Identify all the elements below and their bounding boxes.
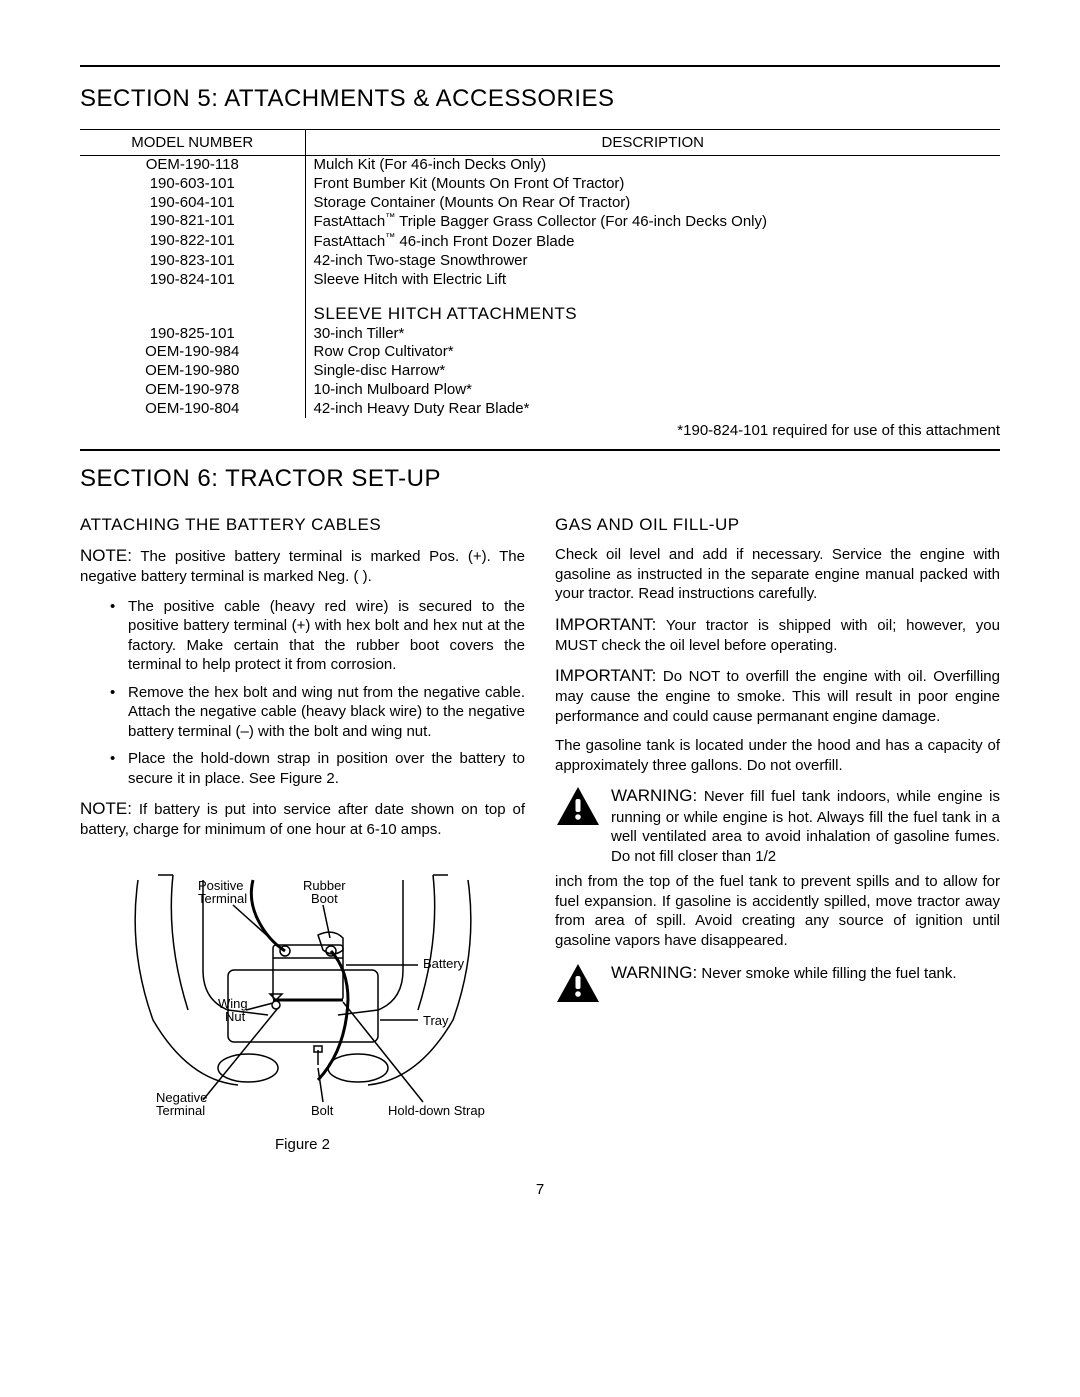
warning-lead: WARNING: <box>611 786 697 805</box>
battery-bullets: The positive cable (heavy red wire) is s… <box>80 597 525 789</box>
note-text: The positive battery terminal is marked … <box>80 548 525 585</box>
cell-desc: Row Crop Cultivator* <box>305 343 1000 362</box>
table-row: 190-821-101FastAttach™ Triple Bagger Gra… <box>80 212 1000 232</box>
cell-desc: FastAttach™ Triple Bagger Grass Collecto… <box>305 212 1000 232</box>
cell-model: OEM-190-804 <box>80 400 305 419</box>
list-item: The positive cable (heavy red wire) is s… <box>128 597 525 675</box>
cell-model: 190-823-101 <box>80 252 305 271</box>
warning-2: WARNING: Never smoke while filling the f… <box>555 962 1000 1004</box>
table-row: 190-824-101Sleeve Hitch with Electric Li… <box>80 271 1000 290</box>
left-column: ATTACHING THE BATTERY CABLES NOTE: The p… <box>80 509 525 1153</box>
important-lead: IMPORTANT: <box>555 615 656 634</box>
battery-note1: NOTE: The positive battery terminal is m… <box>80 545 525 587</box>
cell-desc: Storage Container (Mounts On Rear Of Tra… <box>305 194 1000 213</box>
warning-2-text: WARNING: Never smoke while filling the f… <box>611 962 957 984</box>
cell-model: OEM-190-984 <box>80 343 305 362</box>
gasoil-heading: GAS AND OIL FILL-UP <box>555 515 1000 535</box>
warning-1-cont: inch from the top of the fuel tank to pr… <box>555 872 1000 950</box>
gasoil-p2: The gasoline tank is located under the h… <box>555 736 1000 775</box>
important-1: IMPORTANT: Your tractor is shipped with … <box>555 614 1000 656</box>
warning-icon <box>555 962 601 1004</box>
cell-desc: 30-inch Tiller* <box>305 325 1000 344</box>
cell-desc: Mulch Kit (For 46-inch Decks Only) <box>305 156 1000 175</box>
svg-text:Boot: Boot <box>311 891 338 906</box>
cell-model: 190-824-101 <box>80 271 305 290</box>
battery-heading: ATTACHING THE BATTERY CABLES <box>80 515 525 535</box>
table-row: 190-603-101Front Bumber Kit (Mounts On F… <box>80 175 1000 194</box>
cell-model: OEM-190-118 <box>80 156 305 175</box>
col-header-model: MODEL NUMBER <box>80 130 305 156</box>
svg-text:Tray: Tray <box>423 1013 449 1028</box>
attachments-footnote: *190-824-101 required for use of this at… <box>80 422 1000 439</box>
important-lead: IMPORTANT: <box>555 666 656 685</box>
note-text: If battery is put into service after dat… <box>80 801 525 838</box>
svg-text:Terminal: Terminal <box>156 1103 205 1118</box>
gasoil-p1: Check oil level and add if necessary. Se… <box>555 545 1000 604</box>
cell-desc: 42-inch Heavy Duty Rear Blade* <box>305 400 1000 419</box>
cell-model: 190-825-101 <box>80 325 305 344</box>
warning-1-text: WARNING: Never fill fuel tank indoors, w… <box>611 785 1000 866</box>
warning-1: WARNING: Never fill fuel tank indoors, w… <box>555 785 1000 866</box>
mid-rule <box>80 449 1000 451</box>
cell-model: 190-821-101 <box>80 212 305 232</box>
table-row: 190-604-101Storage Container (Mounts On … <box>80 194 1000 213</box>
attachments-table: MODEL NUMBER DESCRIPTION OEM-190-118Mulc… <box>80 129 1000 418</box>
battery-diagram-svg: Positive Terminal Rubber Boot Battery Wi… <box>118 850 488 1130</box>
table-row: OEM-190-118Mulch Kit (For 46-inch Decks … <box>80 156 1000 175</box>
cell-desc: FastAttach™ 46-inch Front Dozer Blade <box>305 232 1000 252</box>
two-column-layout: ATTACHING THE BATTERY CABLES NOTE: The p… <box>80 509 1000 1153</box>
cell-desc: 42-inch Two-stage Snowthrower <box>305 252 1000 271</box>
table-row: OEM-190-980Single-disc Harrow* <box>80 362 1000 381</box>
table-row: OEM-190-97810-inch Mulboard Plow* <box>80 381 1000 400</box>
warning-icon <box>555 785 601 827</box>
svg-text:Bolt: Bolt <box>311 1103 334 1118</box>
right-column: GAS AND OIL FILL-UP Check oil level and … <box>555 509 1000 1153</box>
top-rule <box>80 65 1000 67</box>
col-header-desc: DESCRIPTION <box>305 130 1000 156</box>
table-row: 190-823-10142-inch Two-stage Snowthrower <box>80 252 1000 271</box>
cell-model: 190-822-101 <box>80 232 305 252</box>
table-subhead: SLEEVE HITCH ATTACHMENTS <box>80 303 1000 324</box>
table-row: OEM-190-80442-inch Heavy Duty Rear Blade… <box>80 400 1000 419</box>
page-number: 7 <box>80 1181 1000 1198</box>
table-row: OEM-190-984Row Crop Cultivator* <box>80 343 1000 362</box>
warning-lead: WARNING: <box>611 963 697 982</box>
figure-2: Positive Terminal Rubber Boot Battery Wi… <box>80 850 525 1153</box>
warning-text: Never smoke while filling the fuel tank. <box>697 965 956 982</box>
table-row: 190-825-10130-inch Tiller* <box>80 325 1000 344</box>
cell-model: 190-604-101 <box>80 194 305 213</box>
cell-model: OEM-190-978 <box>80 381 305 400</box>
svg-text:Nut: Nut <box>225 1009 246 1024</box>
note-lead: NOTE: <box>80 799 132 818</box>
list-item: Place the hold-down strap in position ov… <box>128 749 525 788</box>
figure-caption: Figure 2 <box>80 1136 525 1153</box>
cell-desc: Single-disc Harrow* <box>305 362 1000 381</box>
svg-text:Terminal: Terminal <box>198 891 247 906</box>
svg-text:Hold-down Strap: Hold-down Strap <box>388 1103 485 1118</box>
table-row: 190-822-101FastAttach™ 46-inch Front Doz… <box>80 232 1000 252</box>
important-2: IMPORTANT: Do NOT to overfill the engine… <box>555 665 1000 726</box>
cell-desc: 10-inch Mulboard Plow* <box>305 381 1000 400</box>
svg-text:Battery: Battery <box>423 956 465 971</box>
note-lead: NOTE: <box>80 546 132 565</box>
section5-title: SECTION 5: ATTACHMENTS & ACCESSORIES <box>80 85 1000 113</box>
battery-note2: NOTE: If battery is put into service aft… <box>80 798 525 840</box>
cell-desc: Sleeve Hitch with Electric Lift <box>305 271 1000 290</box>
cell-model: 190-603-101 <box>80 175 305 194</box>
cell-model: OEM-190-980 <box>80 362 305 381</box>
section6-title: SECTION 6: TRACTOR SET-UP <box>80 465 1000 493</box>
list-item: Remove the hex bolt and wing nut from th… <box>128 683 525 742</box>
cell-desc: Front Bumber Kit (Mounts On Front Of Tra… <box>305 175 1000 194</box>
